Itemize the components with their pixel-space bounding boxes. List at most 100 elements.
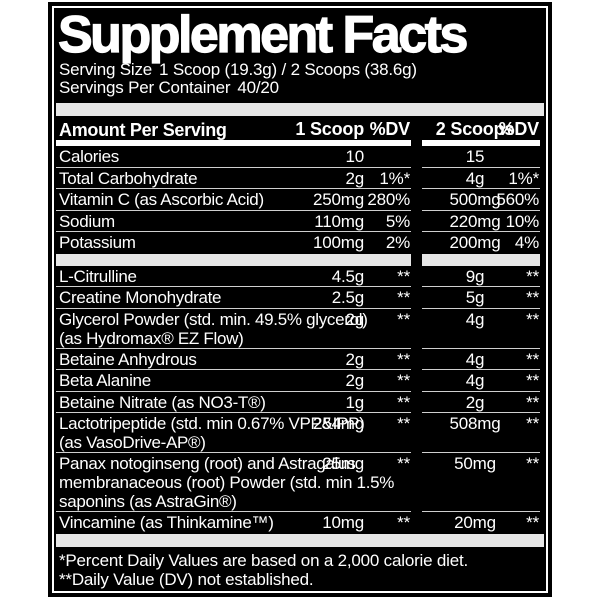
divider-right-segment [422,253,540,266]
scoop2-dv: 10% [505,211,540,231]
scoop2-amount: 4g [465,349,485,369]
row-betaine-nitrate: Betaine Nitrate (as NO3-T®) 1g ** 2g ** [56,392,544,414]
thick-divider-middle [56,253,544,266]
row-right-group: 50mg ** [422,453,540,512]
column-gap [411,168,422,190]
servings-per-container-label: Servings Per Container [59,78,231,97]
row-left-group: Vincamine (as Thinkamine™) 10mg ** [56,512,411,534]
scoop1-amount: 10 [345,147,364,166]
nutrient-name: Potassium [59,233,136,252]
header-left-group: Amount Per Serving 1 Scoop %DV [56,116,411,146]
divider-left-segment [56,253,411,266]
scoop1-dv: ** [397,513,410,532]
scoop2-amount: 4g [465,309,485,329]
scoop1-amount: 2.5g [331,288,364,307]
column-gap [411,392,422,414]
row-left-group: Sodium 110mg 5% [56,211,411,232]
scoop1-dv: 1%* [379,168,410,188]
nutrient-name: Sodium [59,211,115,231]
row-left-group: L-Citrulline 4.5g ** [56,266,411,287]
scoop1-dv: ** [397,454,410,473]
column-gap [411,287,422,309]
column-gap [411,349,422,371]
nutrient-name: Calories [59,147,119,166]
column-gap [411,413,422,453]
serving-size-label: Serving Size [59,60,153,79]
scoop1-dv: 5% [385,211,410,231]
scoop1-amount: 2g [345,371,364,390]
row-calories: Calories 10 15 [56,146,544,168]
row-left-group: Panax notoginseng (root) and Astragalus … [56,453,411,512]
scoop2-dv: ** [526,513,539,532]
row-creatine-monohydrate: Creatine Monohydrate 2.5g ** 5g ** [56,287,544,309]
column-gap [411,189,422,211]
row-glycerol-powder: Glycerol Powder (std. min. 49.5% glycero… [56,309,544,349]
scoop1-dv: ** [397,392,410,412]
nutrient-name: Betaine Anhydrous [59,349,197,369]
row-potassium: Potassium 100mg 2% 200mg 4% [56,232,544,254]
scoop1-amount: 2g [345,349,364,369]
row-right-group: 500mg 560% [422,189,540,211]
label-inner-border: Supplement Facts Serving Size 1 Scoop (19… [52,6,548,593]
scoop2-amount: 2g [465,392,485,412]
thick-divider-bottom [56,533,544,547]
scoop2-amount: 4g [465,168,485,188]
scoop2-dv: ** [526,454,539,473]
serving-size-value: 1 Scoop (19.3g) / 2 Scoops (38.6g) [159,60,417,79]
scoop1-dv: 280% [367,190,410,209]
column-gap [411,453,422,512]
header-dv1: %DV [369,119,411,139]
scoop1-dv: ** [397,266,410,286]
table-header-row: Amount Per Serving 1 Scoop %DV 2 Scoops … [56,116,544,146]
row-right-group: 220mg 10% [422,211,540,232]
row-sodium: Sodium 110mg 5% 220mg 10% [56,211,544,232]
scoop1-dv: ** [397,309,410,329]
header-right-group: 2 Scoops %DV [422,116,540,146]
scoop2-amount: 4g [465,371,485,390]
scoop2-amount: 5g [465,288,485,307]
scoop2-dv: ** [526,349,539,369]
nutrient-name: Panax notoginseng (root) and Astragalus … [59,454,395,511]
row-right-group: 4g ** [422,370,540,392]
servings-per-container-line: Servings Per Container 40/20 [59,79,544,97]
scoop2-dv: ** [526,371,539,390]
scoop1-amount: 25mg [322,454,364,473]
footnotes: *Percent Daily Values are based on a 2,0… [59,551,544,589]
scoop1-amount: 10mg [322,513,364,532]
row-right-group: 508mg ** [422,413,540,453]
active-ingredients-section: L-Citrulline 4.5g ** 9g ** Creatine Mono… [56,266,544,534]
row-left-group: Calories 10 [56,146,411,168]
nutrient-name: Creatine Monohydrate [59,288,222,307]
scoop1-amount: 250mg [313,190,364,209]
column-gap [411,146,422,168]
row-betaine-anhydrous: Betaine Anhydrous 2g ** 4g ** [56,349,544,371]
row-beta-alanine: Beta Alanine 2g ** 4g ** [56,370,544,392]
column-gap [411,266,422,288]
nutrient-name: Lactotripeptide (std. min 0.67% VPP&IPP)… [59,414,365,452]
row-right-group: 200mg 4% [422,232,540,254]
row-left-group: Lactotripeptide (std. min 0.67% VPP&IPP)… [56,413,411,453]
scoop1-amount: 2g [345,309,364,329]
column-gap [411,370,422,392]
nutrients-section: Calories 10 15 Total Carbohydrate 2g 1%* [56,146,544,254]
scoop2-amount: 50mg [454,454,496,473]
scoop1-dv: ** [397,349,410,369]
label-title: Supplement Facts [57,6,469,64]
scoop2-dv: 560% [496,190,539,209]
header-2-scoops: 2 Scoops [435,119,515,139]
scoop2-dv: ** [526,309,539,329]
column-gap [411,116,422,146]
row-panax-astragalus: Panax notoginseng (root) and Astragalus … [56,453,544,512]
nutrient-name: L-Citrulline [59,266,137,286]
row-left-group: Betaine Nitrate (as NO3-T®) 1g ** [56,392,411,413]
row-l-citrulline: L-Citrulline 4.5g ** 9g ** [56,266,544,288]
row-left-group: Vitamin C (as Ascorbic Acid) 250mg 280% [56,189,411,211]
row-right-group: 4g ** [422,309,540,349]
nutrient-name: Beta Alanine [59,371,151,390]
divider-gap [411,254,422,266]
header-1-scoop: 1 Scoop [295,119,364,139]
scoop1-dv: ** [397,414,410,433]
supplement-facts-label: Supplement Facts Serving Size 1 Scoop (19… [48,2,552,597]
nutrient-name: Vincamine (as Thinkamine™) [59,513,274,532]
header-dv2: %DV [498,119,540,139]
